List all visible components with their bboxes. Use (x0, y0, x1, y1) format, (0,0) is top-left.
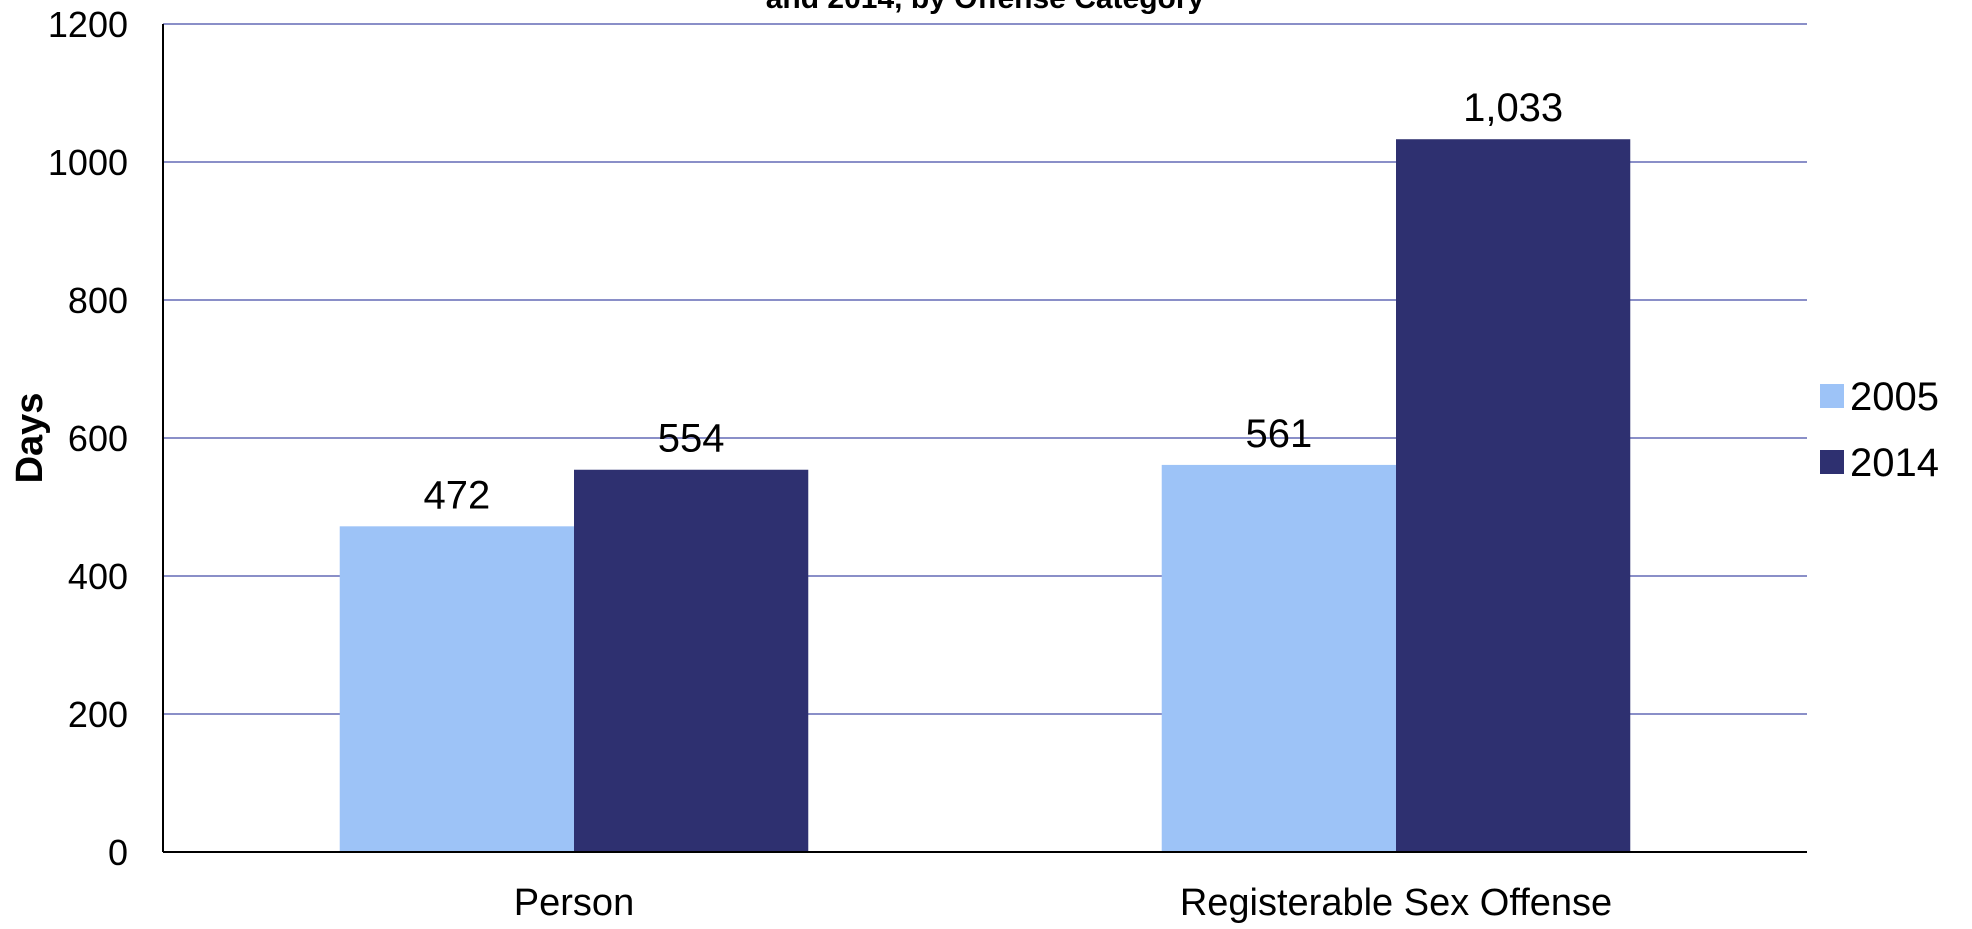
y-tick-labels: 0 200 400 600 800 1000 1200 (48, 4, 128, 873)
legend-swatch-2014 (1820, 450, 1844, 474)
bar-2014-0 (574, 469, 809, 852)
legend-label: 2005 (1850, 375, 1939, 419)
bar-2005-1 (1161, 464, 1396, 852)
bar-2014-1 (1396, 139, 1631, 853)
data-label: 472 (423, 473, 490, 517)
y-tick-label: 1000 (48, 142, 128, 183)
data-labels: 472 554 561 1,033 (423, 86, 1563, 517)
y-axis-title: Days (9, 393, 51, 484)
data-label: 554 (658, 417, 725, 461)
legend-swatch-2005 (1820, 384, 1844, 408)
y-tick-label: 200 (68, 694, 128, 735)
y-tick-label: 600 (68, 418, 128, 459)
bars (339, 139, 1631, 853)
x-tick-label: Person (514, 882, 634, 924)
data-label: 1,033 (1463, 86, 1563, 130)
chart-title: and 2014, by Offense Category (766, 0, 1205, 15)
data-label: 561 (1245, 412, 1312, 456)
x-tick-label: Registerable Sex Offense (1180, 882, 1612, 924)
bar-2005-0 (339, 526, 574, 852)
y-tick-label: 400 (68, 556, 128, 597)
axes (162, 24, 1807, 853)
y-tick-label: 800 (68, 280, 128, 321)
y-tick-label: 0 (108, 832, 128, 873)
legend: 2005 2014 (1820, 375, 1939, 485)
x-tick-labels: Person Registerable Sex Offense (514, 882, 1612, 924)
y-tick-label: 1200 (48, 4, 128, 45)
legend-label: 2014 (1850, 441, 1939, 485)
